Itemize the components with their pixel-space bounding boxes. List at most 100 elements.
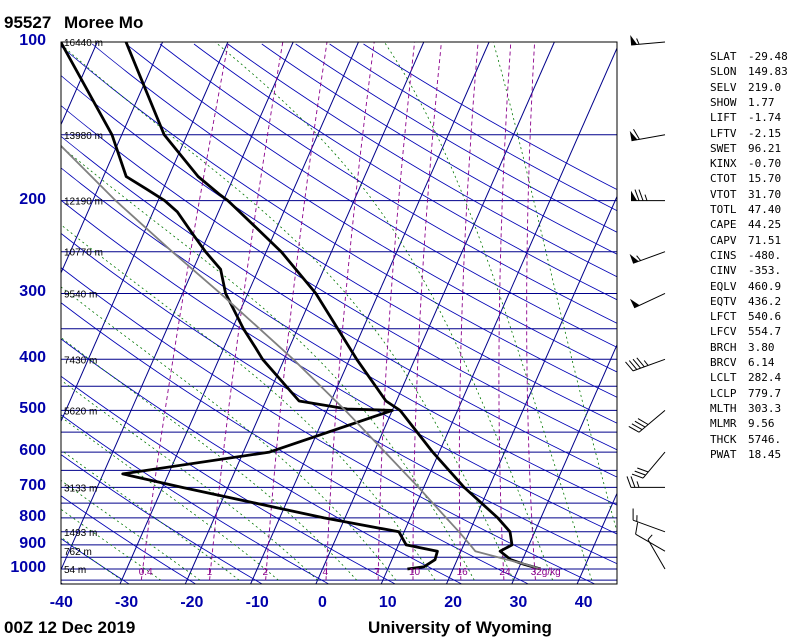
temperature-tick-label: 0 [318, 594, 327, 611]
index-key: EQLV [710, 279, 737, 293]
temperature-tick-label: 20 [444, 594, 462, 611]
index-row: SLAT -29.48 [710, 50, 788, 63]
dry-adiabat-line [61, 232, 617, 565]
height-label: 9540 m [64, 289, 97, 300]
wind-barb-full [631, 423, 643, 431]
index-row: CAPE 44.25 [710, 218, 781, 231]
wind-barb-full [637, 418, 649, 425]
index-value: 282.4 [748, 371, 782, 385]
station-id: 95527 [4, 13, 52, 32]
mixing-ratio-line [498, 42, 512, 581]
index-key: SLON [710, 65, 737, 79]
dry-adiabat-line [61, 582, 63, 584]
index-value: 540.6 [748, 310, 782, 324]
index-value: 1.77 [748, 95, 775, 109]
index-key: BRCV [710, 356, 737, 369]
index-value: 149.83 [748, 65, 788, 79]
temperature-tick-label: -20 [180, 594, 204, 611]
index-key: LFTV [710, 126, 737, 140]
moist-adiabat-line [61, 286, 397, 581]
pressure-tick-label: 500 [19, 400, 46, 418]
index-key: KINX [710, 157, 737, 171]
wind-barb-shaft [632, 358, 666, 372]
mixing-ratio-line [526, 42, 536, 581]
wind-barb-full [626, 476, 632, 488]
wind-barb-full [638, 189, 644, 201]
index-row: TOTL 47.40 [710, 203, 781, 216]
index-row: SHOW 1.77 [710, 96, 775, 109]
index-row: LCLP 779.7 [710, 387, 781, 400]
dry-adiabat-line [125, 43, 617, 348]
pressure-tick-label: 800 [19, 507, 46, 525]
dry-adiabat-line [61, 414, 329, 584]
moist-adiabat-line [214, 42, 554, 581]
isotherm-line [511, 343, 617, 584]
index-row: CAPV 71.51 [710, 234, 781, 247]
dry-adiabat-line [61, 302, 529, 584]
temperature-tick-label: 10 [378, 594, 397, 611]
height-label: 16440 m [64, 38, 103, 49]
temperature-tick-label: 40 [574, 594, 593, 611]
isotherm-line [446, 195, 617, 584]
dry-adiabat-line [61, 45, 617, 398]
wind-barb-shaft [632, 519, 666, 533]
isotherm-line [250, 42, 490, 584]
index-row: LFTV -2.15 [710, 127, 781, 140]
wind-barb-full [635, 522, 639, 535]
index-value: 18.45 [748, 447, 782, 461]
pressure-tick-label: 600 [19, 442, 46, 460]
index-key: CTOT [710, 172, 737, 186]
plot-frame [60, 41, 618, 585]
index-row: LFCV 554.7 [710, 325, 781, 338]
index-row: SWET 96.21 [710, 142, 781, 155]
index-key: SHOW [710, 95, 737, 109]
index-value: -29.48 [748, 50, 788, 63]
dry-adiabat-line [261, 43, 617, 255]
mixing-ratio-label: 24 [499, 567, 511, 578]
index-key: EQTV [710, 294, 737, 308]
dry-adiabat-line [227, 43, 617, 278]
wind-barb [629, 251, 666, 264]
wind-barb-full [630, 476, 636, 488]
mixing-ratio-label: 0.4 [139, 567, 153, 578]
dry-adiabat-line [193, 43, 617, 301]
wind-barb-full [628, 425, 640, 433]
isotherm-line [380, 46, 617, 584]
dry-adiabat-line [61, 135, 617, 478]
dry-adiabat-line [329, 43, 617, 212]
mixing-ratio-line [377, 42, 416, 581]
index-key: SLAT [710, 50, 737, 63]
dry-adiabat-line [61, 454, 263, 584]
wind-barb-full [637, 467, 649, 473]
isotherm-line [61, 42, 294, 571]
height-label: 762 m [64, 547, 92, 558]
wind-barb-half [647, 534, 653, 540]
index-key: BRCH [710, 340, 737, 354]
dry-adiabat-line [61, 338, 462, 584]
dewpoint-profile [61, 42, 439, 571]
index-row: CINV -353. [710, 264, 781, 277]
index-value: 96.21 [748, 141, 782, 155]
height-label: 13980 m [64, 131, 103, 142]
dry-adiabat-line [61, 167, 617, 506]
wind-barb-full [625, 361, 634, 372]
moist-adiabat-line [61, 479, 201, 581]
index-value: 47.40 [748, 203, 782, 216]
pressure-tick-label: 400 [19, 349, 46, 367]
mixing-ratio-label: 7 [374, 567, 380, 578]
mixing-ratio-line [209, 42, 284, 581]
index-row: SLON 149.83 [710, 65, 788, 78]
height-label: 5620 m [64, 406, 97, 417]
index-key: MLMR [710, 417, 737, 431]
wind-barb [632, 508, 666, 533]
temperature-tick-label: 30 [509, 594, 528, 611]
index-row: BRCV 6.14 [710, 356, 775, 369]
index-row: KINX -0.70 [710, 157, 781, 170]
moist-adiabat-line [61, 508, 162, 581]
wind-barb-full [634, 420, 646, 428]
mixing-ratio-label: 16 [457, 567, 469, 578]
wind-barb [629, 292, 666, 309]
wind-barb-full [631, 473, 644, 479]
wind-barb-half [636, 255, 641, 261]
dry-adiabat-line [295, 43, 617, 233]
